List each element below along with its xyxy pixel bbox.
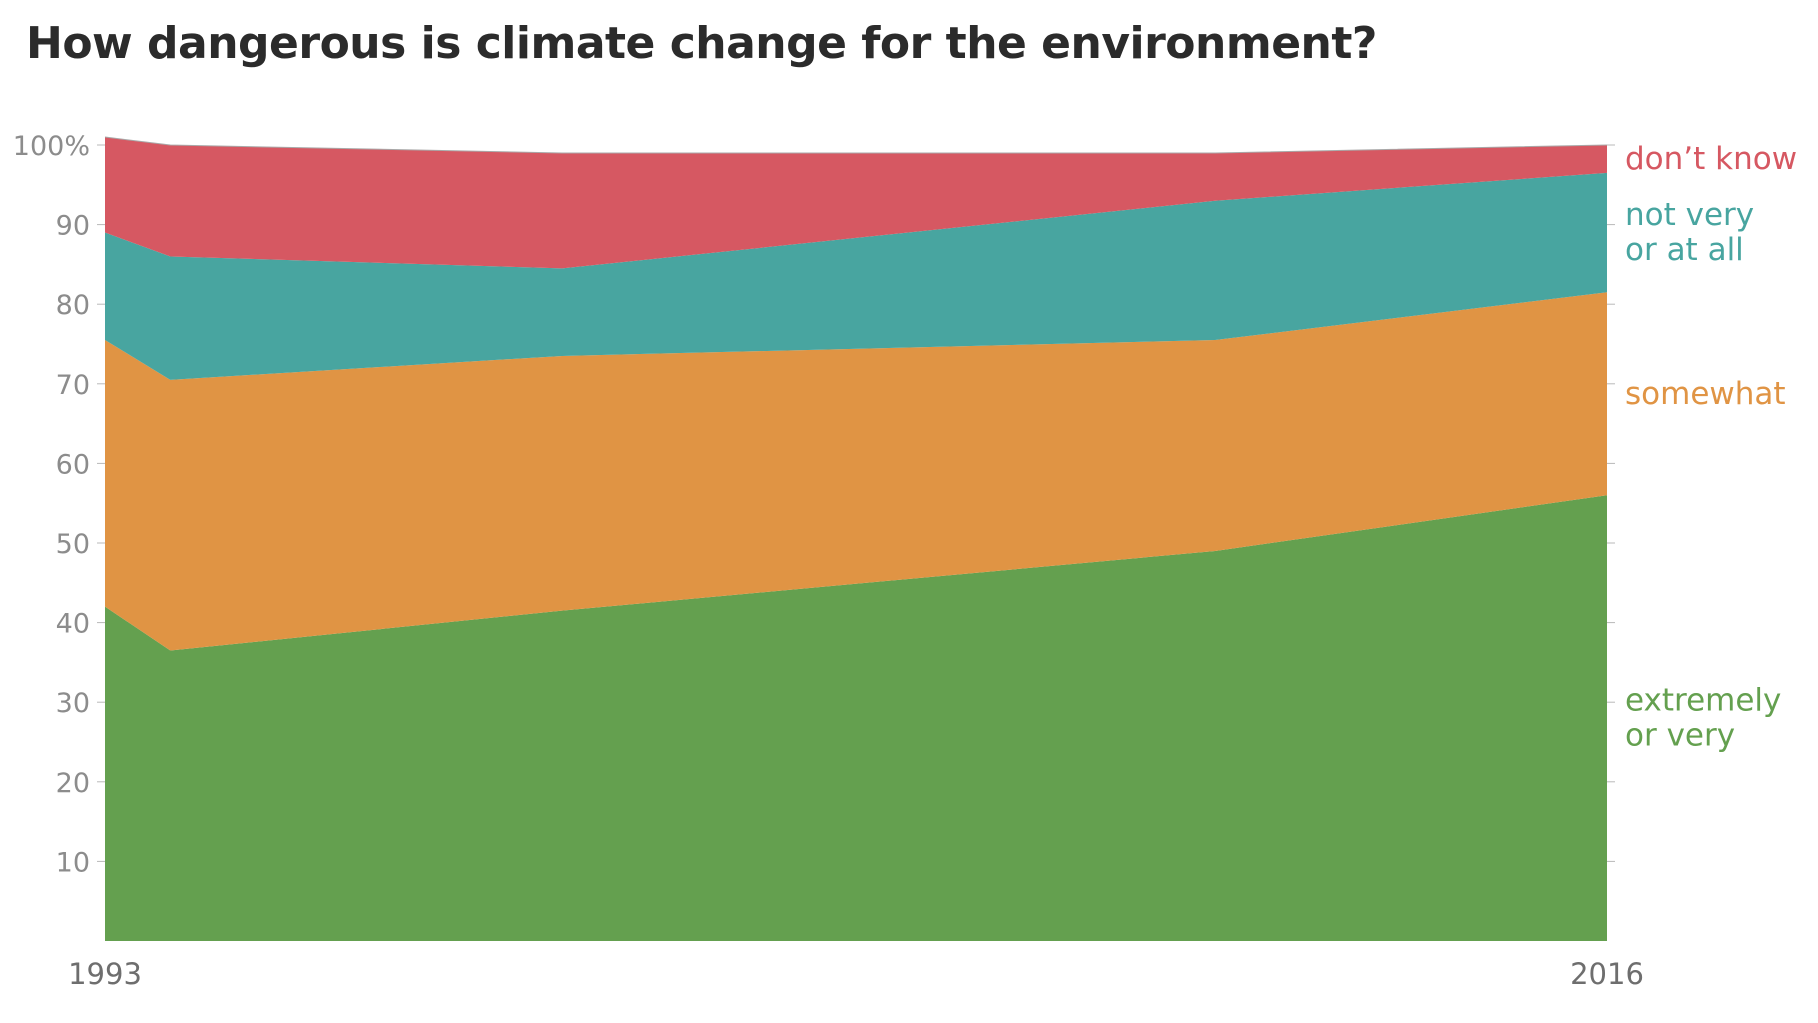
area-not-very-or-at-all — [105, 172, 1607, 380]
y-tick-label: 80 — [56, 290, 90, 321]
series-label-line: or at all — [1625, 232, 1744, 268]
y-tick-label: 70 — [56, 370, 90, 401]
y-tick-label: 90 — [56, 211, 90, 242]
area-somewhat — [105, 292, 1607, 651]
top-outline — [104, 136, 1608, 154]
area-extremely-or-very — [105, 495, 1607, 941]
y-tick-label: 10 — [56, 847, 90, 878]
series-label-line: or very — [1625, 718, 1735, 754]
y-tick-label: 20 — [56, 768, 90, 799]
series-label-don-t-know: don’t know — [1625, 141, 1797, 177]
series-label-line: extremely — [1625, 683, 1781, 719]
y-tick-label: 40 — [56, 609, 90, 640]
y-tick-label: 60 — [56, 449, 90, 480]
x-tick-label: 1993 — [68, 957, 142, 991]
y-tick-label: 100% — [13, 131, 90, 162]
y-tick-label: 50 — [56, 529, 90, 560]
series-label-somewhat: somewhat — [1625, 376, 1786, 412]
area-don-t-know — [105, 137, 1607, 269]
x-tick-label: 2016 — [1570, 957, 1644, 991]
series-label-line: don’t know — [1625, 141, 1797, 177]
y-tick-label: 30 — [56, 688, 90, 719]
series-label-line: not very — [1625, 197, 1754, 233]
series-label-line: somewhat — [1625, 376, 1786, 412]
chart-title: How dangerous is climate change for the … — [26, 18, 1377, 69]
series-label-extremely-or-very: extremely or very — [1625, 683, 1781, 754]
series-label-not-very-or-at-all: not very or at all — [1625, 197, 1754, 268]
